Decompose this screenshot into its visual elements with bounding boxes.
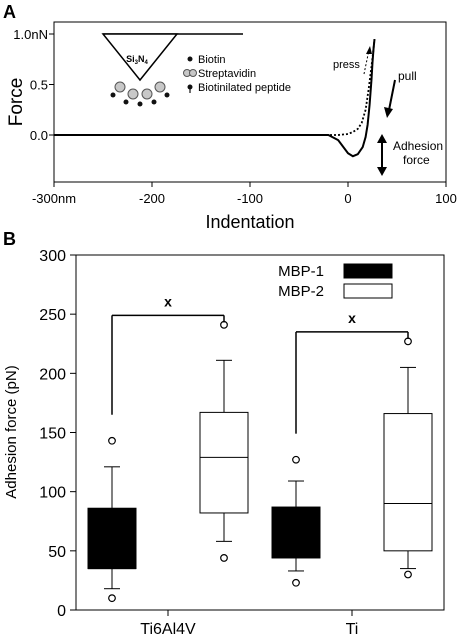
pull-arrowhead-icon (384, 107, 393, 118)
box-Ti-MBP-1 (271, 455, 321, 587)
biotinilated-peptide-icon (187, 84, 193, 93)
inset-legend: Biotin Streptavidin Biotinilated peptide (183, 54, 291, 94)
panel-b-legend: MBP-1 MBP-2 (278, 263, 393, 300)
legend-mbp1-label: MBP-1 (278, 263, 324, 280)
legend-streptavidin-label: Streptavidin (198, 68, 256, 80)
adhesion-arrowhead-up-icon (377, 134, 387, 143)
b-y-tick-label: 100 (39, 485, 66, 502)
streptavidin-icon (183, 69, 197, 77)
a-y-tick-label: 1.0nN (13, 27, 48, 42)
panel-b-chart: 0 50 100 150 200 250 300 Ti6Al4V Ti x x Adhesion… (3, 248, 445, 638)
press-label: press (333, 59, 360, 71)
outlier-point (108, 594, 116, 603)
outlier-point (220, 554, 228, 562)
b-y-tick-label: 50 (48, 544, 66, 561)
box-iqr (271, 506, 321, 559)
adhesion-label-line2: force (403, 153, 430, 167)
panel-b-y-axis-label: Adhesion force (pN) (3, 365, 20, 498)
a-x-tick-label: -100 (237, 191, 263, 206)
outlier-point (404, 337, 412, 346)
outlier-point (292, 455, 300, 464)
a-x-tick-label: -300nm (32, 191, 76, 206)
b-x-tick-label: Ti (346, 621, 359, 638)
panel-a-y-axis-label: Force (6, 78, 27, 127)
press-arrowhead-icon (366, 46, 372, 54)
panel-b-letter: B (3, 229, 16, 249)
box-iqr (199, 411, 249, 514)
approach-curve (54, 39, 376, 136)
outlier-point (108, 436, 116, 445)
afm-tip-icon (101, 33, 179, 82)
legend-mbp2-label: MBP-2 (278, 283, 324, 300)
adhesion-label-line1: Adhesion (393, 139, 443, 153)
b-y-tick-label: 0 (57, 603, 66, 620)
a-y-tick-label: 0.5 (30, 78, 48, 93)
b-y-tick-label: 150 (39, 426, 66, 443)
box-iqr (383, 413, 433, 552)
outlier-point (220, 320, 228, 329)
box-Ti6Al4V-MBP-2 (199, 320, 249, 562)
retract-curve (54, 39, 376, 158)
a-x-tick-label: 0 (344, 191, 351, 206)
a-x-tick-label: 100 (435, 191, 457, 206)
significance-bracket-Ti: x (295, 310, 409, 434)
legend-mbp1-swatch (343, 263, 393, 279)
biotin-icon (187, 56, 193, 62)
b-y-tick-label: 300 (39, 248, 66, 265)
outlier-point (292, 578, 300, 587)
pull-label: pull (398, 69, 417, 83)
panel-a-chart: 1.0nN 0.5 0.0 -300nm -200 -100 0 100 Force Ind… (6, 21, 457, 232)
legend-mbp2-swatch (343, 283, 393, 299)
legend-peptide-label: Biotinilated peptide (198, 82, 291, 94)
outlier-point (404, 570, 412, 579)
significance-marker: x (164, 293, 172, 309)
afm-tip-inset: Si3N4 Biotin Streptavidin (101, 33, 291, 107)
b-x-tick-label: Ti6Al4V (140, 621, 196, 638)
pull-arrow-icon (388, 79, 396, 111)
significance-marker: x (348, 310, 356, 326)
significance-bracket-Ti6Al4V: x (111, 293, 225, 415)
panel-a-x-axis-label: Indentation (205, 212, 294, 232)
b-y-tick-label: 250 (39, 307, 66, 324)
box-Ti6Al4V-MBP-1 (87, 436, 137, 603)
legend-biotin-label: Biotin (198, 54, 226, 66)
adhesion-arrowhead-down-icon (377, 167, 387, 176)
box-Ti-MBP-2 (383, 337, 433, 579)
panel-a-letter: A (3, 2, 16, 22)
tip-material-label: Si3N4 (126, 54, 148, 66)
streptavidin-cluster-icon (110, 81, 170, 107)
a-x-tick-label: -200 (139, 191, 165, 206)
box-iqr (87, 507, 137, 570)
b-y-tick-label: 200 (39, 366, 66, 383)
a-y-tick-label: 0.0 (30, 128, 48, 143)
